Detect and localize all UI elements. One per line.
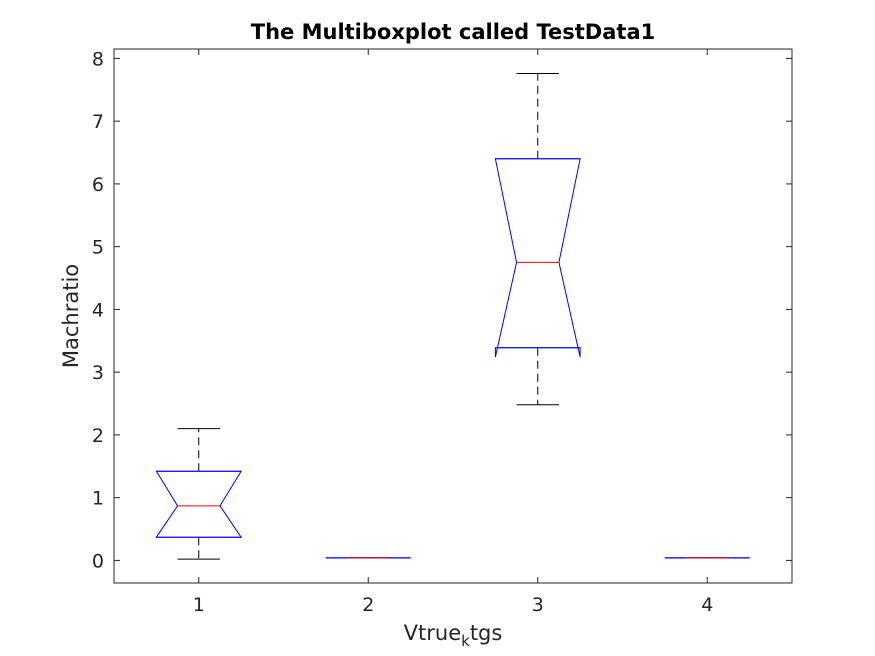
box-body — [155, 470, 243, 538]
box-1 — [155, 428, 243, 560]
x-tick-label: 1 — [193, 594, 205, 616]
y-tick-label: 7 — [92, 111, 104, 133]
y-tick-label: 4 — [92, 299, 104, 321]
box-body — [494, 158, 581, 358]
x-axis-label: Vtruektgs — [404, 621, 503, 650]
y-tick-label: 1 — [92, 488, 104, 510]
y-tick-label: 3 — [92, 362, 104, 384]
x-tick-label: 3 — [532, 594, 544, 616]
box-3 — [494, 72, 581, 406]
x-axis-label-suffix: tgs — [470, 621, 503, 645]
y-tick-label: 0 — [92, 550, 104, 572]
y-tick-label: 2 — [92, 425, 104, 447]
boxes-group — [155, 72, 750, 560]
axes-frame — [113, 48, 793, 584]
x-axis-label-main: Vtrue — [404, 621, 461, 645]
y-tick-label: 8 — [92, 48, 104, 70]
x-axis-label-subscript: k — [461, 632, 470, 650]
x-tick-label: 2 — [362, 594, 374, 616]
y-axis-label: Machratio — [59, 264, 83, 368]
axis-ticks: 0 1 2 3 4 5 6 7 8 1 2 3 4 — [92, 48, 792, 616]
y-tick-label: 5 — [92, 237, 104, 259]
chart-title: The Multiboxplot called TestData1 — [251, 20, 655, 44]
x-tick-label: 4 — [701, 594, 713, 616]
y-tick-label: 6 — [92, 174, 104, 196]
